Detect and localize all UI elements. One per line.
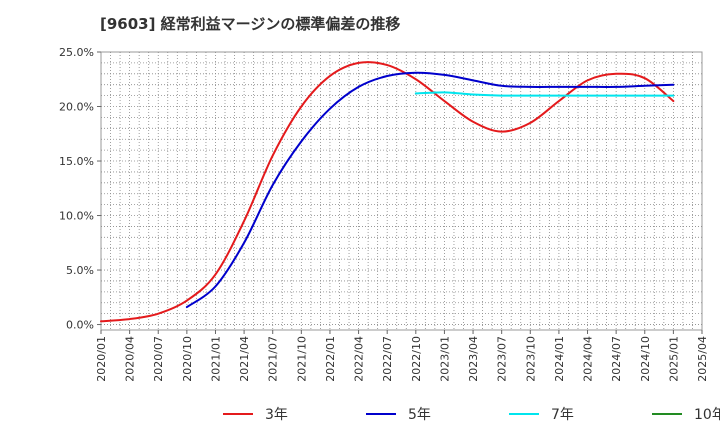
plot-area (100, 51, 703, 331)
x-axis-ticks: 2020/01 2020/04 2020/07 2020/10 2021/01 2021/… (95, 330, 709, 382)
x-tick-label: 2020/10 (181, 336, 194, 382)
x-tick-label: 2021/07 (267, 336, 280, 382)
x-tick-label: 2022/10 (410, 336, 423, 382)
x-tick-label: 2023/07 (496, 336, 509, 382)
y-tick-label: 25.0% (59, 46, 94, 59)
x-tick-label: 2023/01 (438, 336, 451, 382)
series-3-legend-label: 7年 (551, 407, 574, 423)
series-2-line (185, 71, 675, 309)
x-tick-label: 2022/04 (353, 336, 366, 382)
series-3-line (414, 91, 675, 97)
x-tick-label: 2024/10 (639, 336, 652, 382)
x-tick-label: 2020/04 (124, 336, 137, 382)
x-tick-label: 2024/07 (610, 336, 623, 382)
legend: 3年 5年 7年 10年 (223, 407, 720, 423)
series-1-legend-label: 3年 (265, 407, 288, 423)
x-tick-label: 2020/07 (152, 336, 165, 382)
grid-lines (101, 52, 702, 330)
x-tick-label: 2023/04 (467, 336, 480, 382)
x-tick-label: 2021/01 (209, 336, 222, 382)
series-lines (100, 61, 675, 323)
x-tick-label: 2022/01 (324, 336, 337, 382)
chart-title: [9603] 経常利益マージンの標準偏差の推移 (100, 15, 401, 33)
x-tick-label: 2020/01 (95, 336, 108, 382)
y-tick-label: 5.0% (66, 264, 94, 277)
x-tick-label: 2021/10 (295, 336, 308, 382)
series-1-line (100, 61, 675, 323)
y-tick-label: 0.0% (66, 319, 94, 332)
x-tick-label: 2025/04 (696, 336, 709, 382)
y-tick-label: 15.0% (59, 155, 94, 168)
series-4-legend-label: 10年 (694, 407, 720, 423)
series-2-legend-label: 5年 (408, 407, 431, 423)
x-tick-label: 2024/01 (553, 336, 566, 382)
x-tick-label: 2025/01 (667, 336, 680, 382)
x-tick-label: 2023/10 (524, 336, 537, 382)
x-tick-label: 2024/04 (582, 336, 595, 382)
y-axis-ticks: 0.0% 5.0% 10.0% 15.0% 20.0% 25.0% (59, 46, 101, 332)
x-tick-label: 2021/04 (238, 336, 251, 382)
y-tick-label: 10.0% (59, 210, 94, 223)
x-tick-label: 2022/07 (381, 336, 394, 382)
y-tick-label: 20.0% (59, 101, 94, 114)
